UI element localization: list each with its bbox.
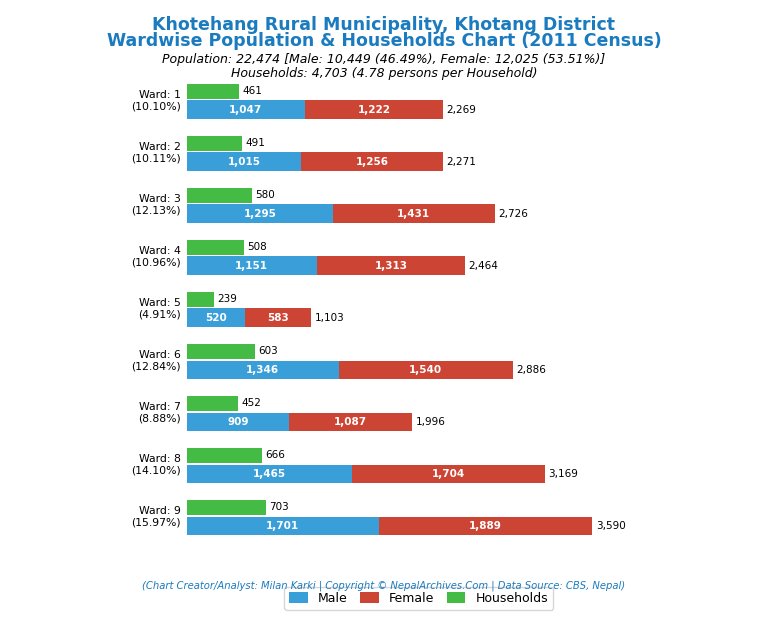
Text: Households: 4,703 (4.78 persons per Household): Households: 4,703 (4.78 persons per Hous… xyxy=(230,67,538,80)
Text: Ward: 6
(12.84%): Ward: 6 (12.84%) xyxy=(131,350,181,371)
Text: 1,222: 1,222 xyxy=(357,105,390,115)
Bar xyxy=(187,292,214,307)
Text: Ward: 4
(10.96%): Ward: 4 (10.96%) xyxy=(131,245,181,267)
Text: 1,431: 1,431 xyxy=(397,209,430,219)
Text: 1,465: 1,465 xyxy=(253,469,286,479)
Text: 508: 508 xyxy=(247,242,267,252)
Text: 3,590: 3,590 xyxy=(596,521,625,531)
Text: 2,886: 2,886 xyxy=(516,364,546,375)
Bar xyxy=(187,188,252,202)
Text: 909: 909 xyxy=(227,417,249,427)
Bar xyxy=(379,516,592,535)
Text: (Chart Creator/Analyst: Milan Karki | Copyright © NepalArchives.Com | Data Sourc: (Chart Creator/Analyst: Milan Karki | Co… xyxy=(142,580,626,591)
Bar xyxy=(187,136,242,151)
Text: 461: 461 xyxy=(242,86,262,96)
Text: Ward: 3
(12.13%): Ward: 3 (12.13%) xyxy=(131,194,181,215)
Text: 1,704: 1,704 xyxy=(432,469,465,479)
Bar xyxy=(187,448,262,463)
Bar xyxy=(187,240,244,255)
Bar xyxy=(187,412,290,431)
Text: Ward: 7
(8.88%): Ward: 7 (8.88%) xyxy=(138,402,181,424)
Text: 1,313: 1,313 xyxy=(374,260,407,271)
Bar xyxy=(187,100,305,119)
Text: 1,103: 1,103 xyxy=(315,313,344,323)
Text: Ward: 2
(10.11%): Ward: 2 (10.11%) xyxy=(131,141,181,163)
Text: 1,701: 1,701 xyxy=(266,521,300,531)
Bar xyxy=(339,361,513,379)
Text: 1,087: 1,087 xyxy=(334,417,367,427)
Text: 2,464: 2,464 xyxy=(468,260,498,271)
Text: Khotehang Rural Municipality, Khotang District: Khotehang Rural Municipality, Khotang Di… xyxy=(153,16,615,34)
Text: 452: 452 xyxy=(241,398,261,408)
Bar xyxy=(187,465,353,483)
Text: 520: 520 xyxy=(205,313,227,323)
Bar xyxy=(187,257,316,275)
Bar xyxy=(353,465,545,483)
Bar xyxy=(290,412,412,431)
Text: 1,540: 1,540 xyxy=(409,364,442,375)
Text: 3,169: 3,169 xyxy=(548,469,578,479)
Text: 1,346: 1,346 xyxy=(246,364,280,375)
Text: 583: 583 xyxy=(267,313,290,323)
Bar xyxy=(187,153,301,171)
Text: Ward: 5
(4.91%): Ward: 5 (4.91%) xyxy=(138,298,181,320)
Text: 1,889: 1,889 xyxy=(469,521,502,531)
Text: 239: 239 xyxy=(217,294,237,304)
Text: 703: 703 xyxy=(270,502,290,512)
Bar xyxy=(187,516,379,535)
Bar xyxy=(301,153,443,171)
Text: 2,271: 2,271 xyxy=(447,156,476,166)
Text: Population: 22,474 [Male: 10,449 (46.49%), Female: 12,025 (53.51%)]: Population: 22,474 [Male: 10,449 (46.49%… xyxy=(162,53,606,66)
Text: 1,295: 1,295 xyxy=(243,209,276,219)
Bar xyxy=(305,100,443,119)
Bar xyxy=(187,500,266,515)
Bar xyxy=(187,308,246,327)
Text: 491: 491 xyxy=(246,138,266,148)
Text: Ward: 9
(15.97%): Ward: 9 (15.97%) xyxy=(131,506,181,528)
Bar xyxy=(316,257,465,275)
Bar xyxy=(187,396,238,411)
Bar xyxy=(187,361,339,379)
Text: 1,996: 1,996 xyxy=(415,417,445,427)
Legend: Male, Female, Households: Male, Female, Households xyxy=(284,587,553,610)
Text: 2,726: 2,726 xyxy=(498,209,528,219)
Bar xyxy=(246,308,311,327)
Text: 603: 603 xyxy=(258,346,278,356)
Text: Wardwise Population & Households Chart (2011 Census): Wardwise Population & Households Chart (… xyxy=(107,32,661,50)
Bar xyxy=(187,344,255,359)
Text: 1,047: 1,047 xyxy=(229,105,263,115)
Bar xyxy=(187,204,333,223)
Text: 1,256: 1,256 xyxy=(356,156,389,166)
Text: 2,269: 2,269 xyxy=(446,105,476,115)
Text: Ward: 1
(10.10%): Ward: 1 (10.10%) xyxy=(131,90,181,111)
Text: Ward: 8
(14.10%): Ward: 8 (14.10%) xyxy=(131,454,181,475)
Bar xyxy=(333,204,495,223)
Text: 580: 580 xyxy=(256,190,275,200)
Text: 666: 666 xyxy=(265,450,285,460)
Bar xyxy=(187,83,239,98)
Text: 1,015: 1,015 xyxy=(227,156,260,166)
Text: 1,151: 1,151 xyxy=(235,260,268,271)
